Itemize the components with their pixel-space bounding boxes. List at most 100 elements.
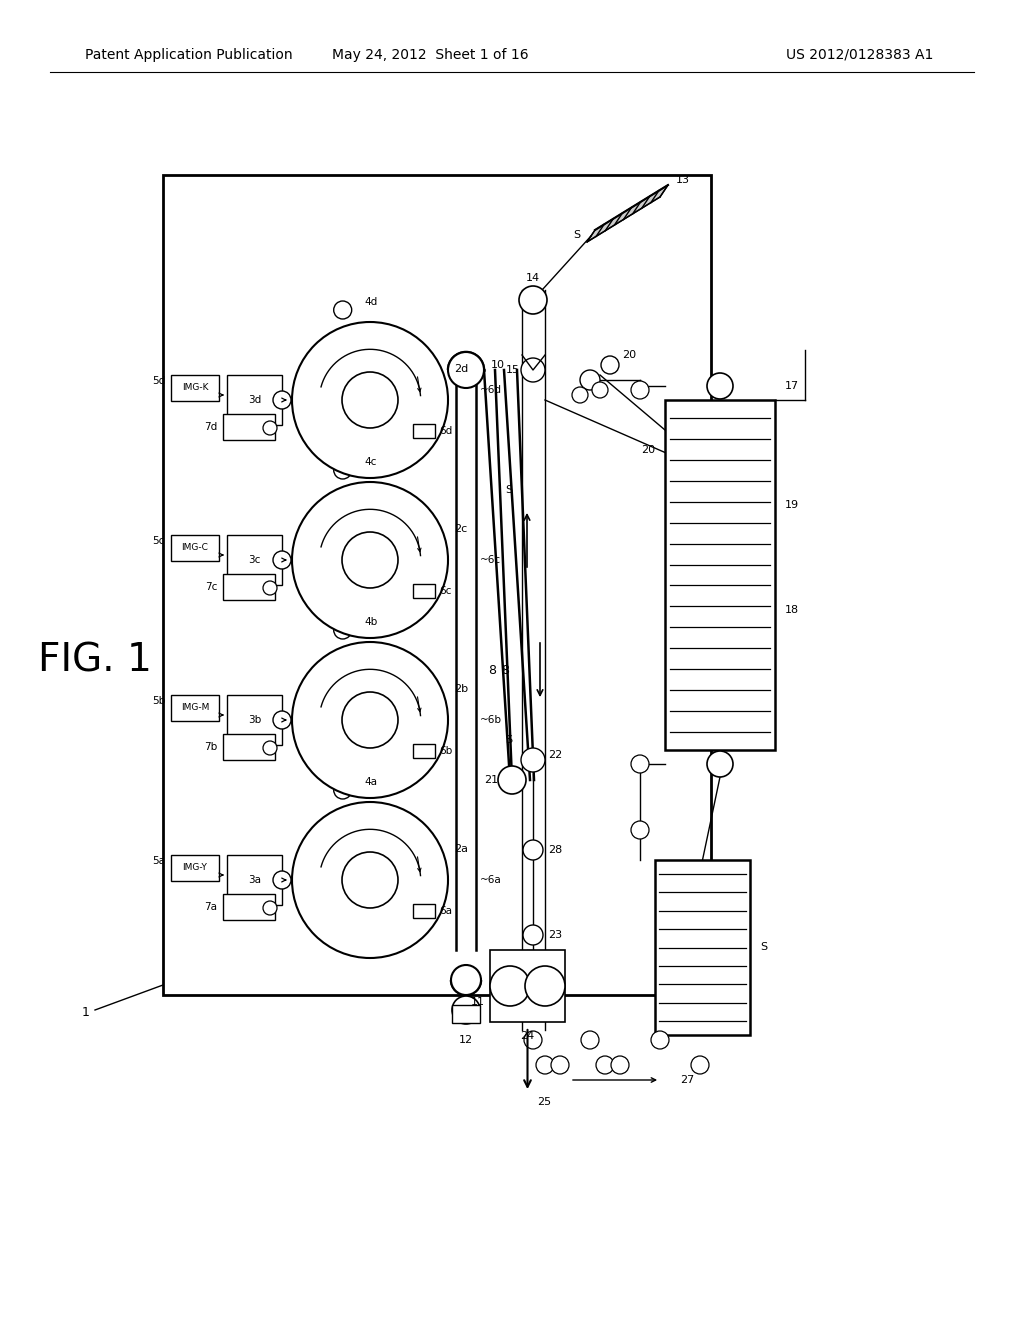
Bar xyxy=(413,424,435,438)
Circle shape xyxy=(292,642,449,799)
Text: IMG-Y: IMG-Y xyxy=(182,863,208,873)
Circle shape xyxy=(536,1056,554,1074)
Bar xyxy=(655,861,750,1035)
Text: 2d: 2d xyxy=(454,364,468,374)
Circle shape xyxy=(691,1056,709,1074)
Circle shape xyxy=(707,374,733,399)
Circle shape xyxy=(292,322,449,478)
Text: IMG-M: IMG-M xyxy=(181,704,209,713)
Text: 4a: 4a xyxy=(365,777,378,787)
Circle shape xyxy=(342,372,398,428)
Circle shape xyxy=(580,370,600,389)
Text: 6d: 6d xyxy=(439,426,453,436)
Bar xyxy=(171,855,219,880)
Circle shape xyxy=(523,840,543,861)
Text: 22: 22 xyxy=(548,750,562,760)
Text: 17: 17 xyxy=(785,381,799,391)
Bar xyxy=(227,696,282,744)
Circle shape xyxy=(490,966,530,1006)
Bar xyxy=(223,894,275,920)
Bar xyxy=(223,414,275,440)
Text: 20: 20 xyxy=(622,350,636,360)
Text: 14: 14 xyxy=(526,273,540,282)
Circle shape xyxy=(601,356,618,374)
Circle shape xyxy=(521,358,545,381)
Polygon shape xyxy=(587,185,668,242)
Text: May 24, 2012  Sheet 1 of 16: May 24, 2012 Sheet 1 of 16 xyxy=(332,48,528,62)
Text: 5c: 5c xyxy=(153,536,165,546)
Text: 2a: 2a xyxy=(454,843,468,854)
Text: S: S xyxy=(505,484,512,495)
Circle shape xyxy=(631,821,649,840)
Circle shape xyxy=(263,902,278,915)
Circle shape xyxy=(498,766,526,795)
Text: 15: 15 xyxy=(506,366,520,375)
Circle shape xyxy=(263,421,278,436)
Text: 2b: 2b xyxy=(454,684,468,694)
Bar xyxy=(452,1005,480,1023)
Bar xyxy=(413,744,435,758)
Circle shape xyxy=(273,871,291,888)
Circle shape xyxy=(631,381,649,399)
Bar xyxy=(163,176,711,995)
Text: 5a: 5a xyxy=(152,855,165,866)
Circle shape xyxy=(292,482,449,638)
Text: 3a: 3a xyxy=(248,875,261,884)
Circle shape xyxy=(334,301,351,319)
Text: 8: 8 xyxy=(488,664,496,676)
Circle shape xyxy=(273,391,291,409)
Circle shape xyxy=(651,1031,669,1049)
Circle shape xyxy=(334,461,351,479)
Bar xyxy=(223,574,275,601)
Bar xyxy=(227,375,282,425)
Text: 13: 13 xyxy=(676,176,690,185)
Circle shape xyxy=(551,1056,569,1074)
Text: FIG. 1: FIG. 1 xyxy=(38,642,152,678)
Text: 21: 21 xyxy=(484,775,498,785)
Circle shape xyxy=(449,352,484,388)
Bar xyxy=(490,950,565,1022)
Circle shape xyxy=(263,741,278,755)
Circle shape xyxy=(631,755,649,774)
Circle shape xyxy=(707,751,733,777)
Text: 23: 23 xyxy=(548,931,562,940)
Text: 27: 27 xyxy=(680,1074,694,1085)
Text: 24: 24 xyxy=(520,1031,535,1041)
Bar xyxy=(223,734,275,760)
Text: 28: 28 xyxy=(548,845,562,855)
Circle shape xyxy=(273,711,291,729)
Text: 5d: 5d xyxy=(152,376,165,385)
Text: 1: 1 xyxy=(82,1006,90,1019)
Text: 6c: 6c xyxy=(439,586,452,597)
Text: 7a: 7a xyxy=(204,902,217,912)
Text: 3d: 3d xyxy=(248,395,261,405)
Text: ~6c: ~6c xyxy=(480,554,501,565)
Text: 6a: 6a xyxy=(439,907,452,916)
Bar xyxy=(227,855,282,906)
Bar xyxy=(413,904,435,919)
Circle shape xyxy=(263,581,278,595)
Text: ~6d: ~6d xyxy=(480,385,502,395)
Text: 19: 19 xyxy=(785,500,799,510)
Circle shape xyxy=(596,1056,614,1074)
Circle shape xyxy=(334,620,351,639)
Circle shape xyxy=(521,748,545,772)
Bar xyxy=(665,400,775,750)
Circle shape xyxy=(581,1031,599,1049)
Circle shape xyxy=(334,781,351,799)
Text: 4b: 4b xyxy=(365,616,378,627)
Bar xyxy=(171,375,219,401)
Circle shape xyxy=(273,550,291,569)
Circle shape xyxy=(452,997,480,1024)
Circle shape xyxy=(572,387,588,403)
Text: S: S xyxy=(760,942,767,953)
Text: 3b: 3b xyxy=(248,715,261,725)
Text: 4d: 4d xyxy=(365,297,378,308)
Text: IMG-C: IMG-C xyxy=(181,544,209,553)
Circle shape xyxy=(525,966,565,1006)
Circle shape xyxy=(342,692,398,748)
Circle shape xyxy=(524,1031,542,1049)
Text: US 2012/0128383 A1: US 2012/0128383 A1 xyxy=(786,48,934,62)
Text: S: S xyxy=(505,735,512,744)
Bar xyxy=(171,535,219,561)
